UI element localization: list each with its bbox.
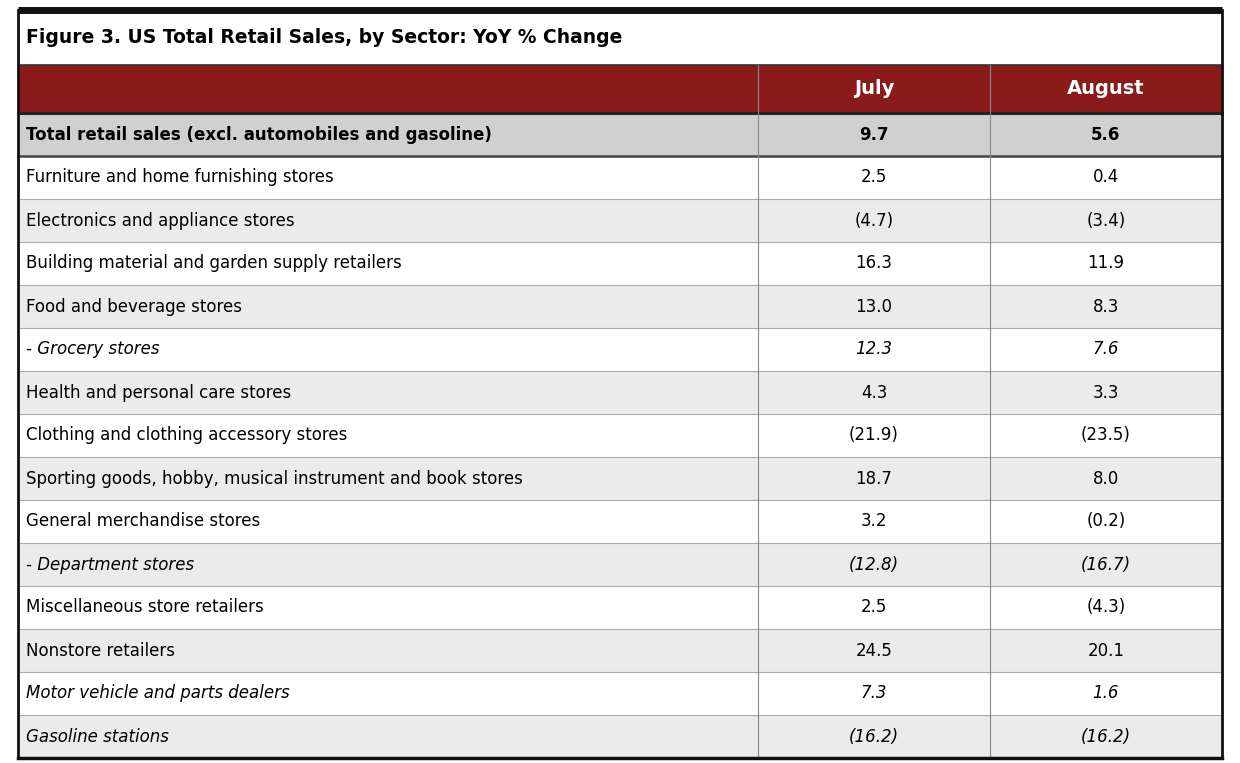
Bar <box>19 543 1221 586</box>
Text: (4.3): (4.3) <box>1086 598 1126 617</box>
Text: (4.7): (4.7) <box>854 211 894 230</box>
Bar <box>19 629 1221 672</box>
Text: (23.5): (23.5) <box>1081 427 1131 445</box>
Text: 18.7: 18.7 <box>856 469 893 488</box>
Text: 16.3: 16.3 <box>856 255 893 272</box>
Text: - Department stores: - Department stores <box>26 555 195 574</box>
Bar <box>19 414 1221 457</box>
Bar <box>19 586 1221 629</box>
Text: Food and beverage stores: Food and beverage stores <box>26 298 242 315</box>
Text: - Grocery stores: - Grocery stores <box>26 340 160 359</box>
Text: Health and personal care stores: Health and personal care stores <box>26 384 291 401</box>
Bar <box>19 328 1221 371</box>
Text: July: July <box>854 79 894 98</box>
Text: 2.5: 2.5 <box>861 598 888 617</box>
Text: 7.6: 7.6 <box>1092 340 1118 359</box>
Text: Gasoline stations: Gasoline stations <box>26 727 169 745</box>
Text: 24.5: 24.5 <box>856 642 893 659</box>
Text: Furniture and home furnishing stores: Furniture and home furnishing stores <box>26 169 334 186</box>
Text: 3.2: 3.2 <box>861 513 888 530</box>
Text: 5.6: 5.6 <box>1091 125 1121 143</box>
Bar <box>19 65 1221 113</box>
Text: 0.4: 0.4 <box>1092 169 1118 186</box>
Bar <box>19 500 1221 543</box>
Bar <box>19 457 1221 500</box>
Text: (3.4): (3.4) <box>1086 211 1126 230</box>
Bar <box>19 285 1221 328</box>
Text: General merchandise stores: General merchandise stores <box>26 513 260 530</box>
Text: (16.2): (16.2) <box>1081 727 1131 745</box>
Bar <box>19 715 1221 758</box>
Bar <box>19 371 1221 414</box>
Text: Electronics and appliance stores: Electronics and appliance stores <box>26 211 295 230</box>
Bar <box>19 672 1221 715</box>
Text: 12.3: 12.3 <box>856 340 893 359</box>
Bar <box>19 199 1221 242</box>
Text: Miscellaneous store retailers: Miscellaneous store retailers <box>26 598 264 617</box>
Text: Building material and garden supply retailers: Building material and garden supply reta… <box>26 255 402 272</box>
Text: (16.7): (16.7) <box>1081 555 1131 574</box>
Text: 1.6: 1.6 <box>1092 684 1118 703</box>
Text: 8.0: 8.0 <box>1092 469 1118 488</box>
Text: Nonstore retailers: Nonstore retailers <box>26 642 175 659</box>
Text: Motor vehicle and parts dealers: Motor vehicle and parts dealers <box>26 684 290 703</box>
Text: (16.2): (16.2) <box>849 727 899 745</box>
Text: 20.1: 20.1 <box>1087 642 1125 659</box>
Text: 11.9: 11.9 <box>1087 255 1125 272</box>
Text: Figure 3. US Total Retail Sales, by Sector: YoY % Change: Figure 3. US Total Retail Sales, by Sect… <box>26 28 622 47</box>
Bar <box>19 10 1221 65</box>
Text: 9.7: 9.7 <box>859 125 889 143</box>
Text: (21.9): (21.9) <box>849 427 899 445</box>
Text: 3.3: 3.3 <box>1092 384 1118 401</box>
Text: August: August <box>1066 79 1145 98</box>
Text: Clothing and clothing accessory stores: Clothing and clothing accessory stores <box>26 427 347 445</box>
Text: 4.3: 4.3 <box>861 384 888 401</box>
Bar <box>19 156 1221 199</box>
Text: (0.2): (0.2) <box>1086 513 1126 530</box>
Text: 2.5: 2.5 <box>861 169 888 186</box>
Text: 13.0: 13.0 <box>856 298 893 315</box>
Text: Sporting goods, hobby, musical instrument and book stores: Sporting goods, hobby, musical instrumen… <box>26 469 523 488</box>
Text: Total retail sales (excl. automobiles and gasoline): Total retail sales (excl. automobiles an… <box>26 125 492 143</box>
Text: (12.8): (12.8) <box>849 555 899 574</box>
Text: 8.3: 8.3 <box>1092 298 1118 315</box>
Bar <box>19 242 1221 285</box>
Bar <box>19 113 1221 156</box>
Text: 7.3: 7.3 <box>861 684 888 703</box>
